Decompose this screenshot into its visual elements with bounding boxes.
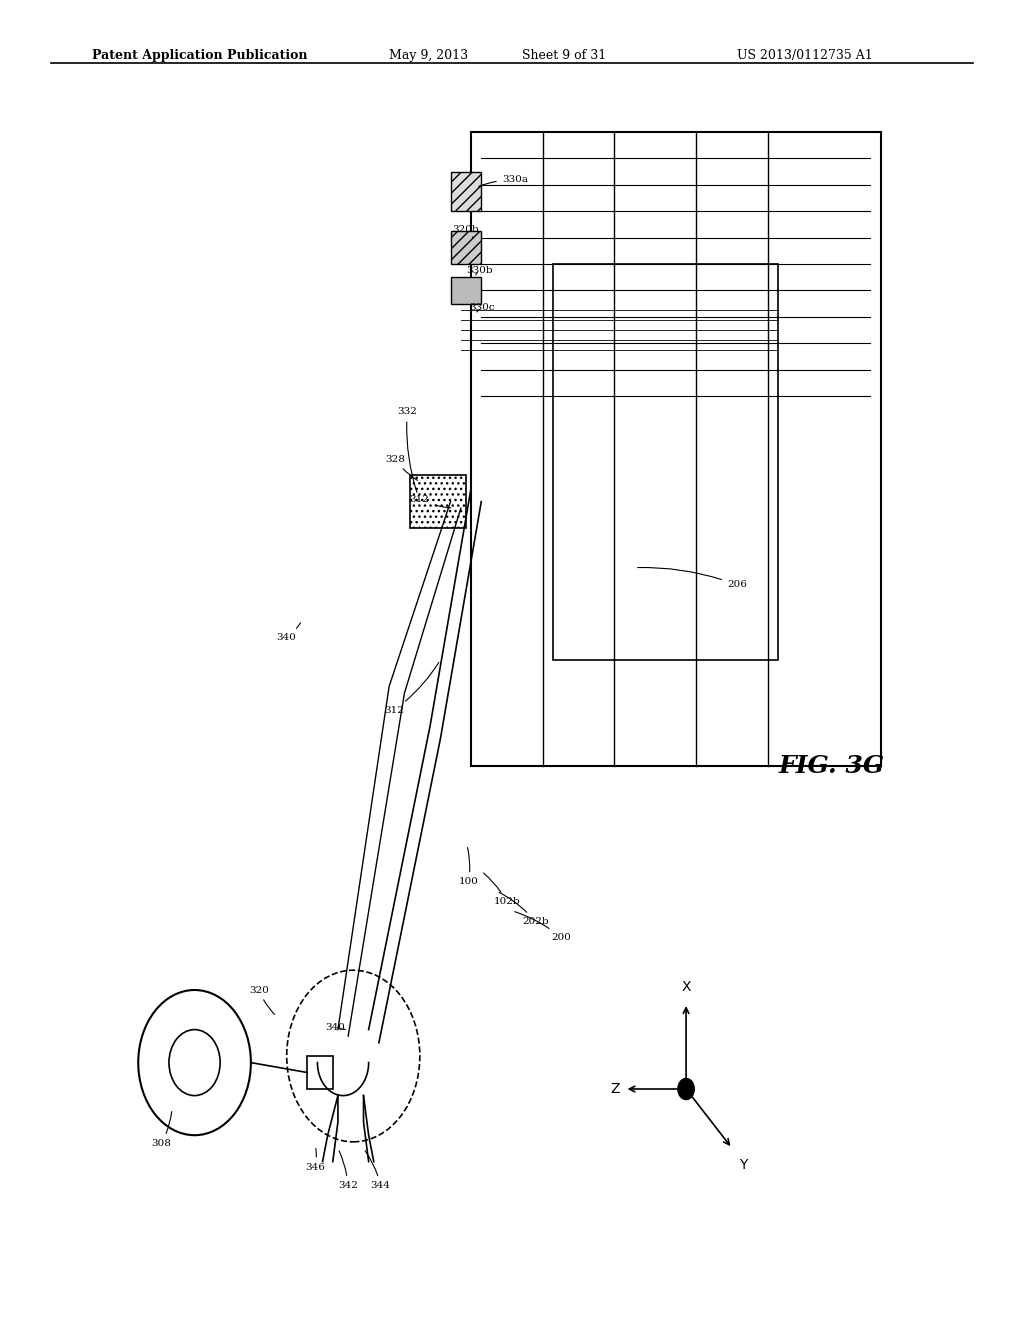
Text: Patent Application Publication: Patent Application Publication — [92, 49, 307, 62]
Bar — [307, 1056, 333, 1089]
Text: 340: 340 — [276, 623, 301, 643]
Bar — [451, 172, 481, 211]
Text: 100: 100 — [459, 847, 478, 887]
Bar — [451, 277, 481, 304]
Text: 102b: 102b — [483, 873, 520, 907]
Text: 330c: 330c — [469, 304, 495, 313]
Text: 312: 312 — [384, 663, 439, 715]
Bar — [553, 264, 778, 660]
Text: FIG. 3G: FIG. 3G — [778, 754, 885, 777]
Text: 320: 320 — [249, 986, 274, 1014]
Text: Sheet 9 of 31: Sheet 9 of 31 — [522, 49, 606, 62]
Text: 342: 342 — [338, 1151, 357, 1191]
Text: 202b: 202b — [499, 892, 549, 927]
Bar — [451, 231, 481, 264]
Text: X: X — [681, 979, 691, 994]
Text: 346: 346 — [305, 1148, 325, 1172]
Bar — [471, 132, 881, 766]
Text: 332: 332 — [397, 408, 417, 492]
Text: US 2013/0112735 A1: US 2013/0112735 A1 — [737, 49, 873, 62]
Text: 206: 206 — [638, 568, 746, 590]
Text: 344: 344 — [366, 1151, 390, 1191]
Text: 308: 308 — [152, 1111, 172, 1148]
Text: 340: 340 — [326, 1023, 345, 1032]
Text: 312: 312 — [410, 495, 451, 508]
Text: 330b: 330b — [466, 267, 493, 276]
Text: 328: 328 — [385, 455, 418, 480]
Text: Z: Z — [610, 1082, 620, 1096]
Text: 200: 200 — [515, 912, 570, 942]
Text: Y: Y — [739, 1158, 748, 1172]
Circle shape — [678, 1078, 694, 1100]
Text: 320b: 320b — [453, 226, 479, 238]
Text: 330a: 330a — [479, 176, 527, 186]
Bar — [410, 475, 466, 528]
Text: May 9, 2013: May 9, 2013 — [389, 49, 468, 62]
